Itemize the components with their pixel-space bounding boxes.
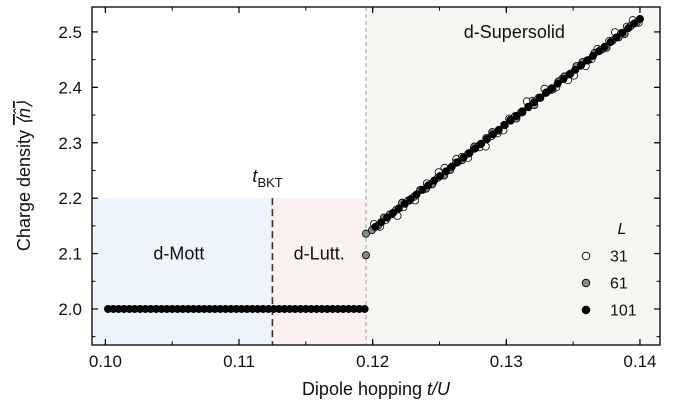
region-label-2: d-Lutt.	[294, 244, 345, 264]
point-L101	[471, 144, 480, 153]
y-tick-label: 2.1	[58, 245, 82, 264]
point-L101	[377, 218, 386, 227]
point-L101	[494, 125, 503, 134]
point-L101	[394, 204, 403, 213]
legend-label-101: 101	[610, 303, 637, 320]
region-labels: d-Mott d-Lutt. d-Supersolid	[153, 22, 564, 264]
x-tick-label: 0.14	[623, 352, 656, 371]
plot-frame	[91, 6, 661, 346]
y-tick-label: 2.5	[58, 23, 82, 42]
point-L101	[418, 185, 427, 194]
point-L101	[400, 199, 409, 208]
point-L101	[424, 181, 433, 190]
legend: L 31 61 101	[581, 221, 637, 320]
legend-label-61: 61	[610, 276, 628, 293]
point-L101	[506, 116, 515, 125]
point-L101	[530, 98, 539, 107]
point-L101	[541, 88, 550, 97]
point-L101	[459, 153, 468, 162]
point-L101	[583, 56, 592, 65]
point-L101	[412, 190, 421, 199]
point-L101	[518, 107, 527, 116]
y-tick-label: 2.0	[58, 300, 82, 319]
point-L101	[606, 38, 615, 47]
legend-label-31: 31	[610, 249, 628, 266]
point-L101	[571, 65, 580, 74]
region-label-1: d-Mott	[153, 244, 204, 264]
point-L101	[360, 304, 369, 313]
point-L101	[553, 79, 562, 88]
point-L101	[618, 28, 627, 37]
point-L101	[465, 148, 474, 157]
region-label-3: d-Supersolid	[464, 22, 565, 42]
point-L101	[630, 19, 639, 28]
region-2	[272, 198, 366, 345]
y-tick-label: 2.2	[58, 189, 82, 208]
point-L101	[624, 24, 633, 33]
point-L101	[388, 209, 397, 218]
point-L61	[361, 229, 370, 238]
bkt-label: tBKT	[252, 166, 282, 190]
point-L101	[406, 195, 415, 204]
point-L101	[383, 213, 392, 222]
point-L101	[453, 158, 462, 167]
point-L101	[483, 135, 492, 144]
point-L101	[371, 222, 380, 231]
x-tick-label: 0.10	[89, 352, 122, 371]
point-L101	[588, 51, 597, 60]
y-tick-label: 2.3	[58, 134, 82, 153]
point-L101	[430, 176, 439, 185]
point-L101	[635, 14, 644, 23]
point-L101	[441, 167, 450, 176]
point-L101	[488, 130, 497, 139]
point-L101	[447, 162, 456, 171]
point-L101	[547, 84, 556, 93]
point-L101	[436, 172, 445, 181]
point-L101	[524, 102, 533, 111]
point-L101	[612, 33, 621, 42]
axis-ticks: 0.10 0.11 0.12 0.13 0.14 2.0 2.1 2.2 2.3 2.4 2.5	[58, 7, 660, 371]
legend-title: L	[618, 221, 627, 238]
point-L101	[600, 42, 609, 51]
point-L101	[535, 93, 544, 102]
x-tick-label: 0.11	[223, 352, 255, 371]
phase-boundary-lines	[271, 7, 367, 345]
bkt-label-text: tBKT	[252, 166, 282, 190]
region-1	[92, 198, 273, 345]
point-L101	[594, 47, 603, 56]
point-L101	[500, 121, 509, 130]
point-L101	[512, 111, 521, 120]
x-axis-label: Dipole hopping t/U	[302, 379, 451, 399]
legend-marker-61	[581, 278, 591, 288]
x-tick-label: 0.12	[356, 352, 389, 371]
legend-marker-31	[581, 251, 591, 261]
data-points	[104, 14, 644, 313]
region-3	[365, 7, 660, 345]
point-L61	[361, 251, 370, 260]
point-L101	[577, 61, 586, 70]
point-L101	[477, 139, 486, 148]
x-tick-label: 0.13	[490, 352, 523, 371]
phase-regions	[92, 7, 660, 345]
point-L101	[559, 75, 568, 84]
point-L101	[565, 70, 574, 79]
y-tick-label: 2.4	[58, 78, 82, 97]
y-axis-label: Charge density ⟨n̂⟩	[13, 101, 34, 251]
legend-marker-101	[581, 305, 591, 315]
